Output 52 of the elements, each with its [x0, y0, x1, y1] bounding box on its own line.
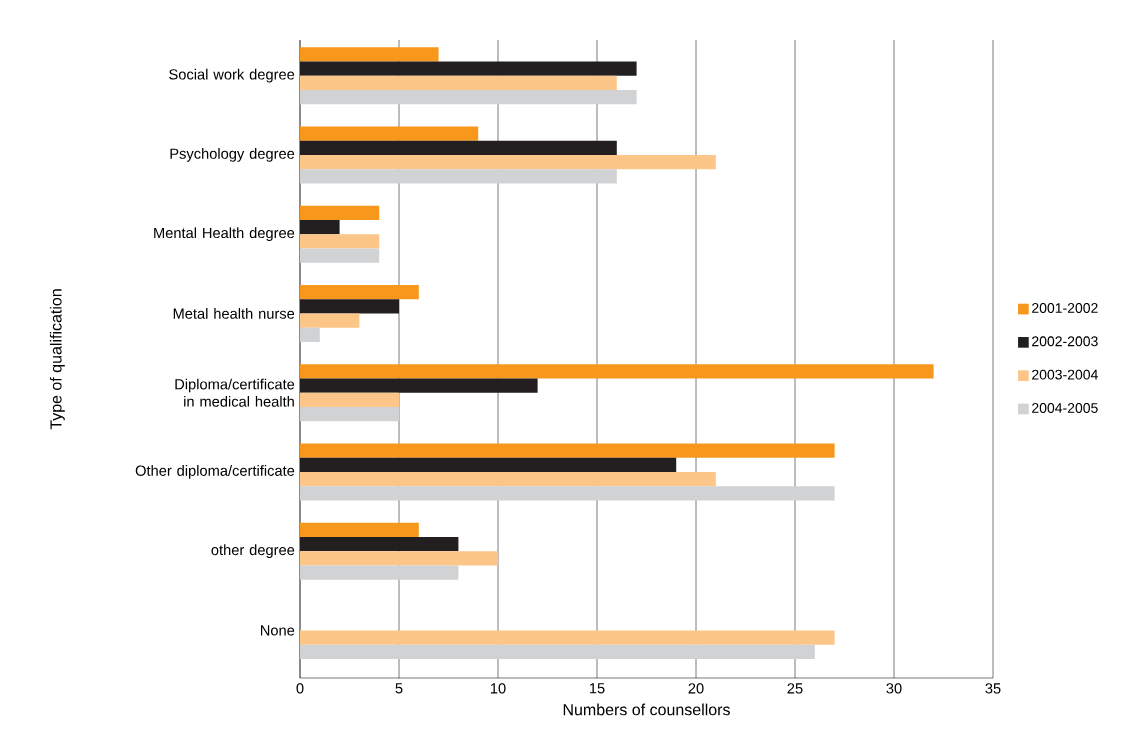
bar — [300, 61, 637, 76]
bar — [300, 219, 340, 235]
y-tick-label: Metal health nurse — [173, 308, 295, 319]
x-tick-label: 15 — [589, 683, 605, 694]
x-axis-title: Numbers of counsellors — [563, 703, 730, 716]
bar — [300, 486, 835, 501]
legend-label: 2001-2002 — [1032, 303, 1098, 313]
x-tick-label: 20 — [688, 683, 704, 694]
bar — [300, 457, 677, 472]
legend-label: 2003-2004 — [1032, 369, 1098, 380]
bar — [300, 392, 399, 407]
y-axis-title: Type of qualification — [49, 289, 65, 430]
legend-label: 2004-2005 — [1032, 402, 1098, 413]
bar — [300, 169, 617, 184]
bar — [300, 234, 380, 249]
y-tick-label: Psychology degree — [170, 148, 295, 162]
y-tick-label: Other diploma/certificate — [135, 465, 295, 479]
bar — [300, 536, 459, 552]
bar — [300, 89, 637, 105]
bar — [300, 443, 835, 458]
x-tick-label: 30 — [886, 683, 902, 694]
bar — [300, 75, 617, 90]
bar — [300, 47, 439, 62]
bar — [300, 126, 479, 141]
bar — [300, 522, 419, 537]
y-tick-label: Diploma/certificate in medical health — [175, 378, 295, 407]
x-tick-label: 0 — [296, 683, 304, 694]
bar — [300, 364, 934, 379]
bar — [300, 205, 380, 220]
x-tick-label: 10 — [490, 683, 506, 694]
bar — [300, 551, 498, 566]
y-tick-label: Mental Health degree — [154, 227, 295, 241]
bar — [300, 378, 538, 393]
bar — [300, 406, 399, 422]
bar — [300, 299, 399, 314]
bar — [300, 154, 716, 170]
x-tick-label: 25 — [787, 683, 803, 694]
bar — [300, 248, 380, 263]
bar — [300, 565, 459, 580]
x-tick-label: 35 — [985, 683, 1001, 694]
bar — [300, 313, 360, 328]
bar — [300, 471, 716, 487]
y-tick-label: None — [260, 625, 295, 636]
x-tick-label: 5 — [395, 683, 403, 694]
legend-label: 2002-2003 — [1032, 336, 1098, 347]
bar — [300, 284, 419, 300]
y-tick-label: Social work degree — [169, 68, 295, 83]
y-tick-label: other degree — [211, 544, 295, 559]
bar — [300, 630, 835, 645]
bar — [300, 140, 617, 155]
bar — [300, 327, 320, 342]
bar — [300, 644, 815, 659]
